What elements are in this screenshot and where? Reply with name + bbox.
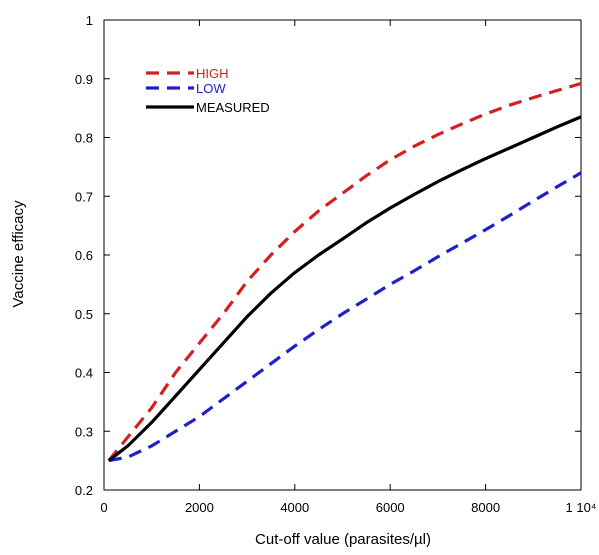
- legend-label-measured: MEASURED: [196, 100, 270, 115]
- y-tick-label: 1: [86, 13, 93, 28]
- y-tick-label: 0.4: [75, 366, 93, 381]
- y-tick-label: 0.9: [75, 72, 93, 87]
- series-line-low: [108, 171, 582, 463]
- y-tick-label: 0.8: [75, 131, 93, 146]
- y-tick-label: 0.2: [75, 483, 93, 498]
- plot-border: [103, 19, 582, 491]
- series-line-measured: [107, 115, 582, 462]
- y-tick-label: 0.3: [75, 424, 93, 439]
- axis-ticks: 0 2000 4000 6000 8000 1 10⁴ 0.2 0.3 0.4 0.5 0.6 0.7…: [75, 13, 597, 515]
- x-tick-label: 0: [100, 500, 107, 515]
- y-tick-label: 0.5: [75, 307, 93, 322]
- x-tick-label: 6000: [376, 500, 405, 515]
- x-tick-label: 4000: [280, 500, 309, 515]
- plot-frame: [103, 19, 582, 491]
- y-tick-label: 0.7: [75, 189, 93, 204]
- series-line-high: [107, 81, 582, 462]
- x-axis-title: Cut-off value (parasites/µl): [255, 531, 431, 548]
- series-lines: [107, 81, 582, 463]
- y-axis-title: Vaccine efficacy: [10, 200, 27, 307]
- legend-label-high: HIGH: [196, 66, 229, 81]
- x-tick-label: 1 10⁴: [566, 500, 597, 515]
- x-tick-label: 8000: [471, 500, 500, 515]
- x-tick-label: 2000: [185, 500, 214, 515]
- y-tick-label: 0.6: [75, 248, 93, 263]
- legend-label-low: LOW: [196, 81, 226, 96]
